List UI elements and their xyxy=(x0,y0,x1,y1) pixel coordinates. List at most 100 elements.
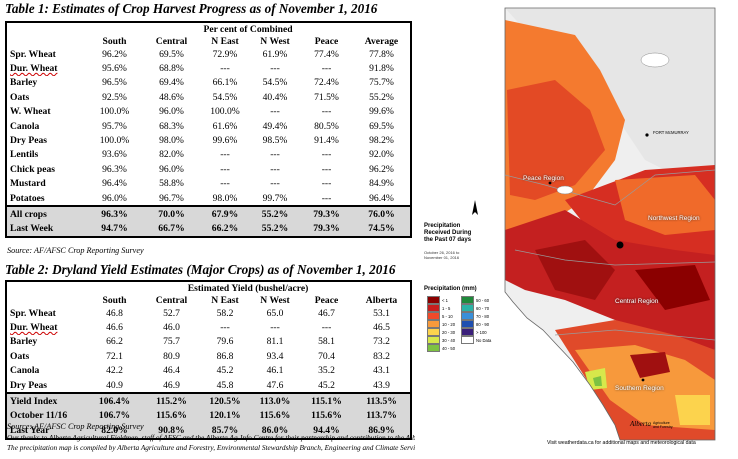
table1-source: Source: AF/AFSC Crop Reporting Survey xyxy=(7,246,144,255)
legend-label: No Data xyxy=(476,337,492,343)
cell-value: 52.7 xyxy=(163,307,180,319)
row-label: Barley xyxy=(10,77,38,89)
cell-value: 98.0% xyxy=(212,192,238,204)
yield-estimates-table: Estimated Yield (bushel/acre) South Centr… xyxy=(5,280,413,440)
row-label: October 11/16 xyxy=(6,408,86,424)
table2-row: Canola 42.2 46.4 45.2 46.1 35.2 43.1 xyxy=(6,364,411,378)
cell-value: 91.8% xyxy=(369,63,394,75)
cell-value: 53.1 xyxy=(373,307,390,319)
table1-row: Mustard 96.4% 58.8% --- --- --- 84.9% xyxy=(6,177,411,191)
table1-row: Last Week 94.7% 66.7% 66.2% 55.2% 79.3% 74.5% xyxy=(6,221,411,238)
cell-value: 58.8% xyxy=(159,178,184,190)
cell-value: 65.0 xyxy=(266,307,284,319)
legend-label: 40 - 50 xyxy=(442,345,456,351)
cell-value: 70.0% xyxy=(143,205,200,222)
map-date-range: October 26, 2016 to November 01, 2016 xyxy=(424,250,460,260)
table1-column-header: Peace xyxy=(314,35,339,47)
cell-value: 72.1 xyxy=(106,350,123,362)
cell-value: 96.4% xyxy=(102,178,127,190)
row-label: All crops xyxy=(6,205,86,222)
cell-value: 95.6% xyxy=(102,63,127,75)
row-label: Oats xyxy=(10,350,30,362)
legend-label: 30 - 40 xyxy=(442,337,456,343)
cell-value: 69.5% xyxy=(159,48,184,60)
cell-value: 96.4% xyxy=(369,192,394,204)
row-label: Dur. Wheat xyxy=(10,63,58,75)
table2-group-header: Estimated Yield (bushel/acre) xyxy=(187,282,309,294)
cell-value: --- xyxy=(321,63,332,75)
cell-value: 58.2 xyxy=(216,307,234,319)
cell-value: --- xyxy=(270,106,280,118)
table2-row: Dur. Wheat 46.6 46.0 --- --- --- 46.5 xyxy=(6,320,411,334)
cell-value: 49.4% xyxy=(262,120,288,132)
footer-line-2: The precipitation map is compiled by Alb… xyxy=(7,443,450,452)
cell-value: 100.0% xyxy=(99,106,130,118)
cell-value: --- xyxy=(321,106,332,118)
legend-item: 70 - 80 xyxy=(461,312,489,320)
cell-value: 98.0% xyxy=(159,135,184,147)
cell-value: 73.2 xyxy=(373,336,390,348)
cell-value: 92.5% xyxy=(102,91,127,103)
cell-value: --- xyxy=(220,163,230,175)
cell-value: --- xyxy=(220,322,230,334)
cell-value: 66.7% xyxy=(143,221,200,238)
row-label: W. Wheat xyxy=(10,106,51,118)
legend-swatch xyxy=(427,304,440,312)
legend-swatch xyxy=(461,312,474,320)
table2-column-header: N West xyxy=(260,294,290,306)
cell-value: 70.4 xyxy=(318,350,335,362)
legend-label: < 1 xyxy=(442,297,448,303)
table1-column-header: N West xyxy=(260,35,290,47)
legend-swatch xyxy=(427,328,440,336)
legend-label: 70 - 80 xyxy=(476,313,490,319)
table2-column-header: Peace xyxy=(314,294,339,306)
row-label: Last Year xyxy=(6,423,86,439)
legend-swatch xyxy=(427,344,440,352)
cell-value: 61.9% xyxy=(262,48,288,60)
cell-value: 82.0% xyxy=(159,149,184,161)
cell-value: 46.6 xyxy=(106,322,123,334)
row-label: Chick peas xyxy=(10,163,56,175)
table1-row: Canola 95.7% 68.3% 61.6% 49.4% 80.5% 69.5% xyxy=(6,119,411,133)
legend-item: 50 - 60 xyxy=(461,296,489,304)
region-label-northwest: Northwest Region xyxy=(648,215,700,222)
cell-value: 46.7 xyxy=(318,307,335,319)
cell-value: 81.1 xyxy=(266,336,284,348)
cell-value: 83.2 xyxy=(373,350,390,362)
table2-title: Table 2: Dryland Yield Estimates (Major … xyxy=(5,262,396,277)
cell-value: 85.7% xyxy=(200,423,250,439)
table1-row: Lentils 93.6% 82.0% --- --- --- 92.0% xyxy=(6,148,411,162)
cell-value: 91.4% xyxy=(314,135,339,147)
legend-item: 5 - 10 xyxy=(427,312,453,320)
legend-label: > 100 xyxy=(476,329,487,335)
cell-value: 66.2 xyxy=(106,336,123,348)
table2-header-row: South Central N East N West Peace Alberta xyxy=(6,294,411,306)
cell-value: 98.5% xyxy=(262,135,288,147)
legend-label: 5 - 10 xyxy=(442,313,453,319)
cell-value: 76.0% xyxy=(353,205,411,222)
cell-value: 115.2% xyxy=(143,392,200,409)
cell-value: 96.2% xyxy=(369,163,394,175)
cell-value: 46.8 xyxy=(106,307,123,319)
table1-row: All crops 96.3% 70.0% 67.9% 55.2% 79.3% 76.0% xyxy=(6,205,411,222)
cell-value: 77.8% xyxy=(369,48,394,60)
cell-value: 79.3% xyxy=(300,221,353,238)
table2-row: Barley 66.2 75.7 79.6 81.1 58.1 73.2 xyxy=(6,335,411,349)
cell-value: 92.0% xyxy=(369,149,394,161)
cell-value: 72.9% xyxy=(212,48,238,60)
legend-item: No Data xyxy=(461,336,491,344)
cell-value: 42.2 xyxy=(106,365,123,377)
legend-item: 20 - 30 xyxy=(427,328,455,336)
cell-value: 106.4% xyxy=(86,392,143,409)
cell-value: 113.7% xyxy=(353,408,412,424)
table2-row: Oats 72.1 80.9 86.8 93.4 70.4 83.2 xyxy=(6,349,411,363)
row-label: Dry Peas xyxy=(10,379,48,391)
legend-item: 40 - 50 xyxy=(427,344,455,352)
cell-value: 96.3% xyxy=(102,163,127,175)
legend-item: 80 - 90 xyxy=(461,320,489,328)
region-label-peace: Peace Region xyxy=(523,175,564,182)
cell-value: 68.3% xyxy=(159,120,184,132)
cell-value: 115.1% xyxy=(300,392,353,409)
cell-value: 106.7% xyxy=(86,408,143,424)
cell-value: 99.6% xyxy=(212,135,238,147)
